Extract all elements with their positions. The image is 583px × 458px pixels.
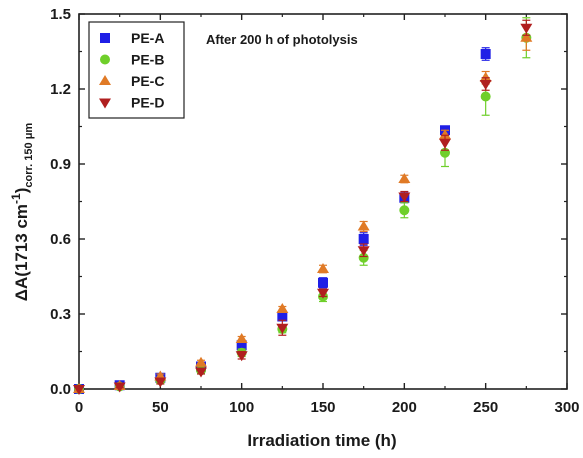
data-point bbox=[480, 91, 491, 102]
x-axis-ticks: 0 50 100 150 200 250 300 bbox=[75, 14, 580, 416]
data-point bbox=[439, 129, 451, 140]
y-axis-title-close: ) bbox=[12, 188, 31, 194]
data-point bbox=[520, 23, 533, 34]
y-axis-title-superscript: -1 bbox=[9, 193, 23, 204]
data-point bbox=[276, 323, 289, 334]
legend-label: PE-A bbox=[131, 30, 164, 46]
data-point bbox=[479, 80, 492, 90]
data-point bbox=[358, 234, 369, 244]
y-tick-label: 0.0 bbox=[50, 381, 71, 398]
legend-item-pe-d: PE-D bbox=[99, 95, 164, 111]
data-point bbox=[276, 303, 289, 313]
legend-item-pe-c: PE-C bbox=[99, 73, 164, 89]
x-tick-label: 0 bbox=[75, 399, 83, 416]
data-point bbox=[195, 356, 207, 367]
legend-label: PE-D bbox=[131, 95, 164, 111]
series-pe-d bbox=[73, 19, 533, 395]
data-point bbox=[318, 277, 328, 288]
x-tick-label: 200 bbox=[392, 399, 417, 416]
y-tick-label: 1.2 bbox=[50, 81, 71, 98]
legend-marker bbox=[99, 98, 111, 109]
data-point bbox=[398, 173, 411, 183]
x-tick-label: 50 bbox=[152, 399, 169, 416]
x-tick-label: 250 bbox=[473, 399, 498, 416]
legend-label: PE-B bbox=[131, 52, 164, 68]
data-point bbox=[520, 31, 533, 42]
data-point bbox=[358, 252, 369, 263]
y-axis-title-main: ΔA(1713 cm bbox=[12, 204, 31, 301]
data-point bbox=[439, 138, 451, 149]
data-point bbox=[357, 220, 370, 231]
legend-marker bbox=[99, 75, 111, 85]
legend-item-pe-a: PE-A bbox=[100, 30, 164, 46]
data-point bbox=[399, 205, 410, 216]
data-point bbox=[235, 351, 248, 362]
x-tick-label: 300 bbox=[554, 399, 579, 416]
y-tick-label: 0.6 bbox=[50, 231, 71, 248]
y-tick-label: 1.5 bbox=[50, 6, 71, 23]
data-point bbox=[317, 288, 329, 299]
data-point bbox=[357, 246, 370, 257]
y-tick-label: 0.3 bbox=[50, 306, 71, 323]
legend-marker bbox=[100, 54, 110, 65]
data-point bbox=[480, 49, 491, 59]
legend: PE-A PE-B PE-C PE-D bbox=[88, 21, 185, 119]
data-series-layer bbox=[73, 17, 533, 395]
data-point bbox=[235, 333, 248, 343]
data-point bbox=[398, 192, 411, 203]
data-point bbox=[73, 385, 85, 395]
data-point bbox=[154, 377, 167, 388]
legend-marker bbox=[100, 33, 110, 43]
data-point bbox=[236, 340, 247, 351]
chart-annotation: After 200 h of photolysis bbox=[206, 32, 358, 47]
legend-label: PE-C bbox=[131, 73, 164, 89]
y-axis-title: ΔA(1713 cm-1)corr. 150 μm bbox=[9, 123, 35, 302]
legend-item-pe-b: PE-B bbox=[100, 52, 164, 68]
y-axis-title-subscript: corr. 150 μm bbox=[23, 123, 35, 188]
data-point bbox=[317, 263, 329, 273]
x-axis-title: Irradiation time (h) bbox=[247, 431, 396, 450]
x-tick-label: 100 bbox=[229, 399, 254, 416]
y-tick-label: 0.9 bbox=[50, 156, 71, 173]
data-point bbox=[277, 311, 288, 322]
data-point bbox=[113, 382, 126, 393]
data-point bbox=[479, 71, 492, 82]
data-point bbox=[195, 367, 207, 378]
x-tick-label: 150 bbox=[310, 399, 335, 416]
